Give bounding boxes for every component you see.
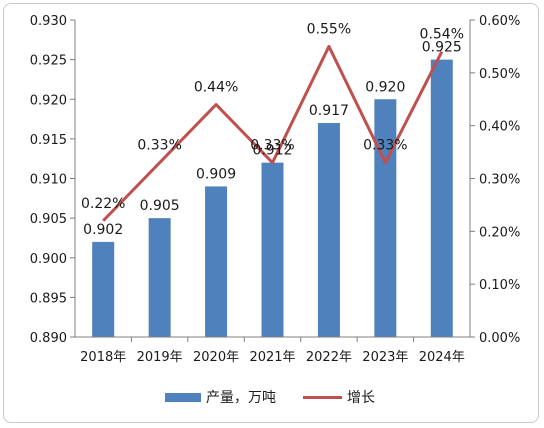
left-tick-label: 0.910 [30,173,67,188]
right-tick-label: 0.20% [479,225,520,240]
bar-data-label: 0.912 [252,143,292,159]
category-label: 2024年 [419,350,465,365]
right-tick-label: 0.10% [479,278,520,293]
line-series [102,44,444,222]
left-tick-label: 0.920 [30,93,67,108]
category-label: 2019年 [137,350,183,365]
category-label: 2022年 [306,350,352,365]
left-tick-label: 0.905 [30,212,67,227]
category-label: 2020年 [193,350,239,365]
bar [430,59,453,337]
data-labels: 0.902 0.905 0.909 0.912 0.917 0.920 0.925 0.22%… [81,21,464,237]
bar-data-label: 0.909 [196,166,236,182]
bar-data-label: 0.902 [83,222,123,238]
right-axis: 0.00% 0.10% 0.20% 0.30% 0.40% 0.50% 0.60% [470,14,520,346]
left-tick-label: 0.915 [30,133,67,148]
bar-data-label: 0.917 [309,103,349,119]
growth-data-label: 0.33% [363,138,407,154]
left-tick-label: 0.925 [30,54,67,69]
category-label: 2023年 [362,350,408,365]
growth-data-label: 0.22% [81,196,125,212]
bar-data-label: 0.905 [140,198,180,214]
left-tick-label: 0.895 [30,291,67,306]
bar [205,186,228,337]
growth-data-label: 0.44% [194,80,238,96]
left-axis: 0.890 0.895 0.900 0.905 0.910 0.915 0.920 0.925… [30,14,75,346]
category-axis: 2018年 2019年 2020年 2021年 2022年 2023年 2024年 [80,337,465,365]
axis-lines [74,20,471,338]
right-tick-label: 0.00% [479,331,520,346]
legend-bar-label: 产量，万吨 [206,390,276,406]
growth-data-label: 0.54% [420,27,464,43]
bar-data-label: 0.920 [365,79,405,95]
growth-data-label: 0.33% [250,138,294,154]
bar [374,99,397,337]
left-tick-label: 0.930 [30,14,67,29]
bar [148,218,171,337]
category-label: 2018年 [80,350,126,365]
bar [92,241,115,337]
legend: 产量，万吨 增长 [165,390,375,406]
left-tick-label: 0.890 [30,331,67,346]
left-tick-label: 0.900 [30,252,67,267]
right-tick-label: 0.40% [479,120,520,135]
right-tick-label: 0.60% [479,14,520,29]
bar-series [92,59,453,338]
growth-data-label: 0.55% [307,21,351,37]
legend-bar-swatch [165,393,201,402]
bar [317,123,340,338]
bar-data-label: 0.925 [422,40,462,56]
growth-data-label: 0.33% [137,138,181,154]
legend-line-label: 增长 [347,390,375,406]
category-label: 2021年 [249,350,295,365]
bar [261,162,284,337]
right-tick-label: 0.50% [479,67,520,82]
right-tick-label: 0.30% [479,173,520,188]
